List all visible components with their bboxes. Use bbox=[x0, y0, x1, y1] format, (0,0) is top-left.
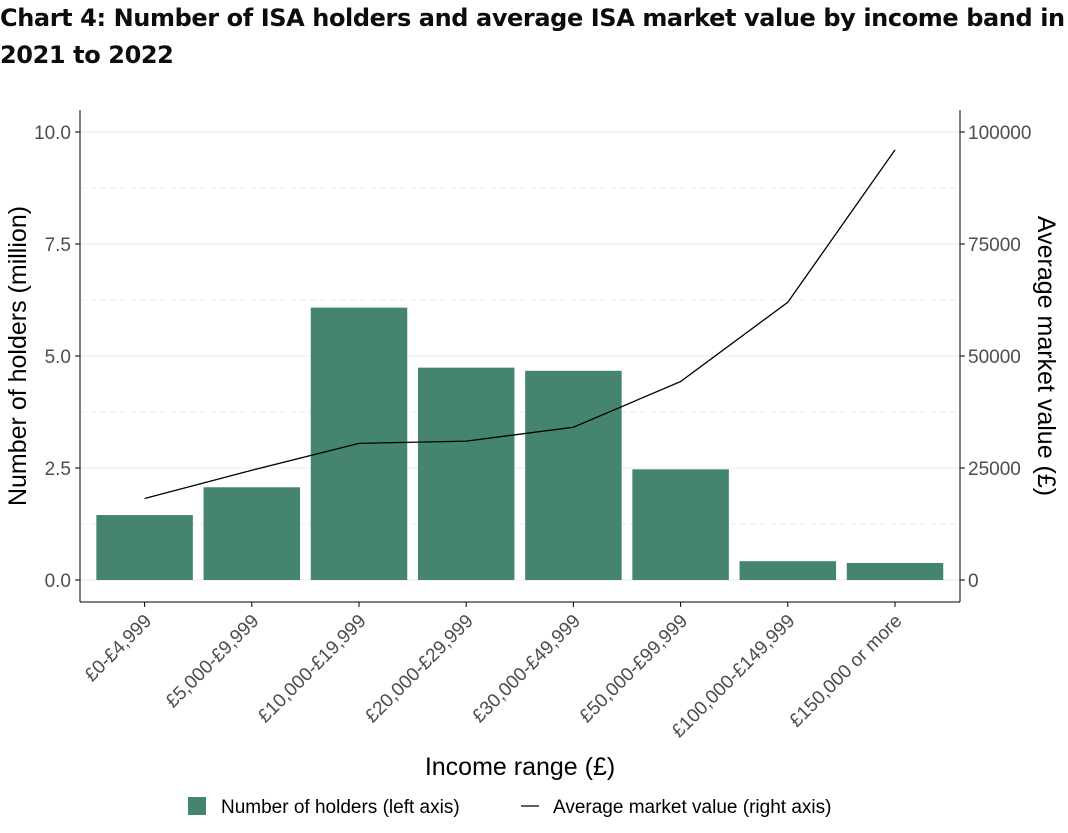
line-path bbox=[144, 149, 896, 500]
bar bbox=[846, 562, 944, 580]
left-axis-title: Number of holders (million) bbox=[4, 206, 32, 506]
chart-title-line-2: 2021 to 2022 bbox=[0, 41, 174, 69]
chart-title-line-1: Chart 4: Number of ISA holders and avera… bbox=[0, 4, 1065, 32]
bar bbox=[525, 370, 622, 580]
x-tick-label: £5,000-£9,999 bbox=[162, 611, 264, 713]
x-tick-label: £10,000-£19,999 bbox=[254, 611, 370, 727]
right-tick-label: 100000 bbox=[968, 123, 1031, 144]
x-axis-title: Income range (£) bbox=[425, 753, 615, 781]
x-tick-label: £50,000-£99,999 bbox=[576, 611, 692, 727]
x-tick-label: £30,000-£49,999 bbox=[468, 611, 584, 727]
bar bbox=[632, 469, 729, 580]
legend: Number of holders (left axis) Average ma… bbox=[188, 797, 831, 818]
bar bbox=[96, 515, 193, 580]
bar bbox=[203, 487, 301, 580]
left-tick-label: 7.5 bbox=[45, 235, 71, 256]
right-axis-title: Average market value (£) bbox=[1032, 216, 1060, 496]
legend-bar-swatch bbox=[188, 797, 206, 815]
x-tick-label: £150,000 or more bbox=[786, 611, 907, 732]
left-tick-label: 10.0 bbox=[34, 123, 71, 144]
left-tick-label: 0.0 bbox=[45, 571, 71, 592]
bar-series bbox=[96, 307, 944, 580]
left-tick-label: 2.5 bbox=[45, 459, 71, 480]
x-tick-label: £100,000-£149,999 bbox=[668, 611, 799, 742]
right-tick-label: 50000 bbox=[968, 347, 1021, 368]
bar bbox=[417, 367, 515, 580]
right-tick-label: 0 bbox=[968, 571, 979, 592]
chart-title: Chart 4: Number of ISA holders and avera… bbox=[0, 0, 1068, 74]
x-tick-label: £0-£4,999 bbox=[81, 611, 156, 686]
legend-line-label: Average market value (right axis) bbox=[553, 797, 831, 818]
right-tick-label: 25000 bbox=[968, 459, 1021, 480]
x-axis-ticks: £0-£4,999 £5,000-£9,999£10,000-£19,999£20… bbox=[81, 602, 907, 742]
line-series bbox=[144, 149, 896, 500]
right-axis-ticks: 0 25000 50000 75000 100000 bbox=[960, 123, 1031, 592]
right-tick-label: 75000 bbox=[968, 235, 1021, 256]
left-tick-label: 5.0 bbox=[45, 347, 71, 368]
left-axis-ticks: 0.0 2.5 5.0 7.5 10.0 bbox=[34, 123, 80, 592]
bar bbox=[739, 561, 837, 580]
legend-bar-label: Number of holders (left axis) bbox=[221, 797, 460, 818]
grid-lines bbox=[80, 131, 960, 581]
x-tick-label: £20,000-£29,999 bbox=[361, 611, 477, 727]
